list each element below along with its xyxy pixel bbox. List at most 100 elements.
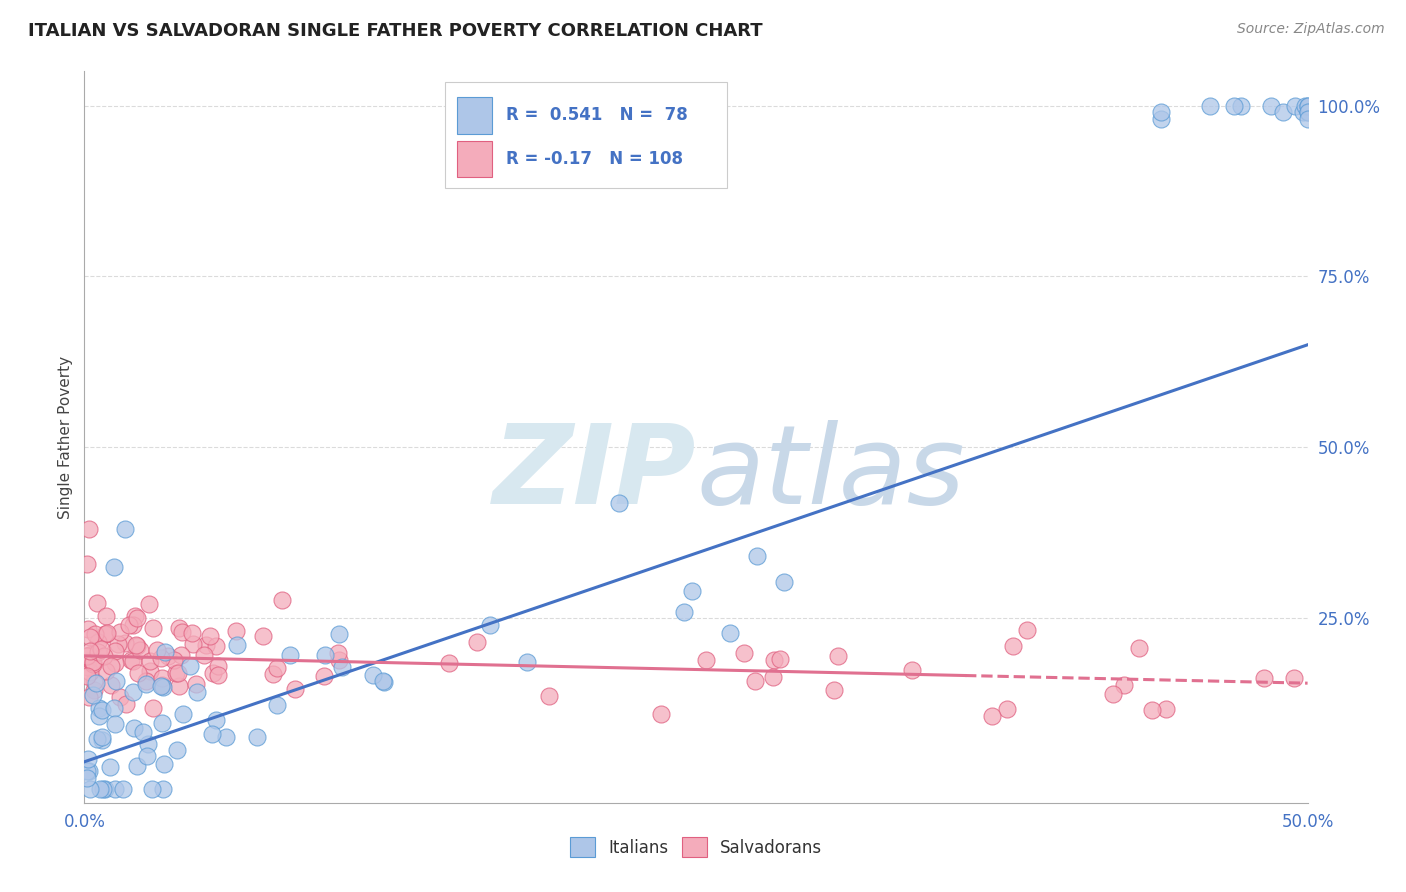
Point xyxy=(1223,98,1246,112)
Point xyxy=(77,648,100,662)
Point xyxy=(150,716,173,731)
Point xyxy=(201,666,224,681)
Point xyxy=(361,668,384,682)
Point xyxy=(132,725,155,739)
Point xyxy=(312,669,335,683)
Point xyxy=(98,760,121,774)
Point xyxy=(769,652,792,666)
Text: ZIP: ZIP xyxy=(492,420,696,527)
Point xyxy=(170,648,193,662)
Y-axis label: Single Father Poverty: Single Father Poverty xyxy=(58,356,73,518)
Point xyxy=(84,627,107,641)
Point xyxy=(77,752,100,766)
Point xyxy=(156,648,179,663)
Point xyxy=(762,670,785,684)
Point xyxy=(373,674,395,689)
Point xyxy=(100,659,122,673)
Point xyxy=(330,659,353,673)
Point xyxy=(96,626,118,640)
Bar xyxy=(457,97,492,134)
Point xyxy=(1198,98,1220,112)
Point xyxy=(129,643,152,657)
Point xyxy=(1102,687,1125,701)
Point xyxy=(195,638,218,652)
Point xyxy=(1296,105,1319,120)
Point xyxy=(142,621,165,635)
Point xyxy=(181,626,204,640)
Point xyxy=(170,625,193,640)
Point xyxy=(1294,98,1316,112)
Point xyxy=(122,721,145,735)
Point xyxy=(104,716,127,731)
Point xyxy=(607,496,630,510)
Legend: Italians, Salvadorans: Italians, Salvadorans xyxy=(564,830,828,864)
Point xyxy=(104,656,127,670)
Point xyxy=(90,641,112,656)
Point xyxy=(150,678,173,692)
Point xyxy=(139,655,162,669)
Point xyxy=(135,673,157,688)
Point xyxy=(138,665,160,679)
Text: R =  0.541   N =  78: R = 0.541 N = 78 xyxy=(506,106,688,124)
Point xyxy=(186,684,208,698)
Point xyxy=(245,730,267,744)
Point xyxy=(136,737,159,751)
Point xyxy=(169,679,191,693)
Point xyxy=(155,645,177,659)
Point xyxy=(115,697,138,711)
Point xyxy=(87,701,110,715)
Point xyxy=(112,782,135,797)
Point xyxy=(205,639,228,653)
Point xyxy=(373,675,395,690)
Point xyxy=(79,764,101,779)
Point xyxy=(83,674,105,689)
Point xyxy=(94,627,117,641)
Point xyxy=(79,782,101,797)
Point xyxy=(314,648,336,662)
Point xyxy=(672,605,695,619)
Point xyxy=(181,636,204,650)
Point xyxy=(1296,98,1319,112)
Point xyxy=(516,656,538,670)
Point xyxy=(997,702,1019,716)
Point xyxy=(138,597,160,611)
Point xyxy=(537,689,560,703)
Point xyxy=(681,583,703,598)
Point xyxy=(1150,105,1173,120)
Point xyxy=(207,668,229,682)
Point xyxy=(121,618,143,632)
Point xyxy=(82,689,104,703)
Point xyxy=(150,679,173,693)
Point xyxy=(1272,105,1295,120)
Point xyxy=(150,671,173,685)
Point xyxy=(718,626,741,640)
Point xyxy=(127,611,149,625)
Point xyxy=(225,624,247,638)
Point xyxy=(901,664,924,678)
Point xyxy=(141,782,163,797)
Point xyxy=(172,707,194,722)
Point xyxy=(827,649,849,664)
Point xyxy=(114,636,136,650)
Point xyxy=(93,782,115,797)
Point xyxy=(107,637,129,651)
Point xyxy=(77,690,100,704)
Point xyxy=(90,703,112,717)
Point xyxy=(86,596,108,610)
Point xyxy=(1260,98,1282,112)
Point xyxy=(125,759,148,773)
Point xyxy=(167,622,190,636)
Point xyxy=(104,644,127,658)
Point xyxy=(1284,671,1306,685)
Point xyxy=(328,653,350,667)
Point xyxy=(252,629,274,643)
Point xyxy=(93,648,115,663)
Point xyxy=(1296,112,1319,127)
Point xyxy=(165,665,187,680)
Point xyxy=(150,650,173,665)
Point xyxy=(823,682,845,697)
Point xyxy=(1284,98,1306,112)
Point xyxy=(125,638,148,652)
Point xyxy=(745,549,768,564)
Point xyxy=(76,668,98,682)
